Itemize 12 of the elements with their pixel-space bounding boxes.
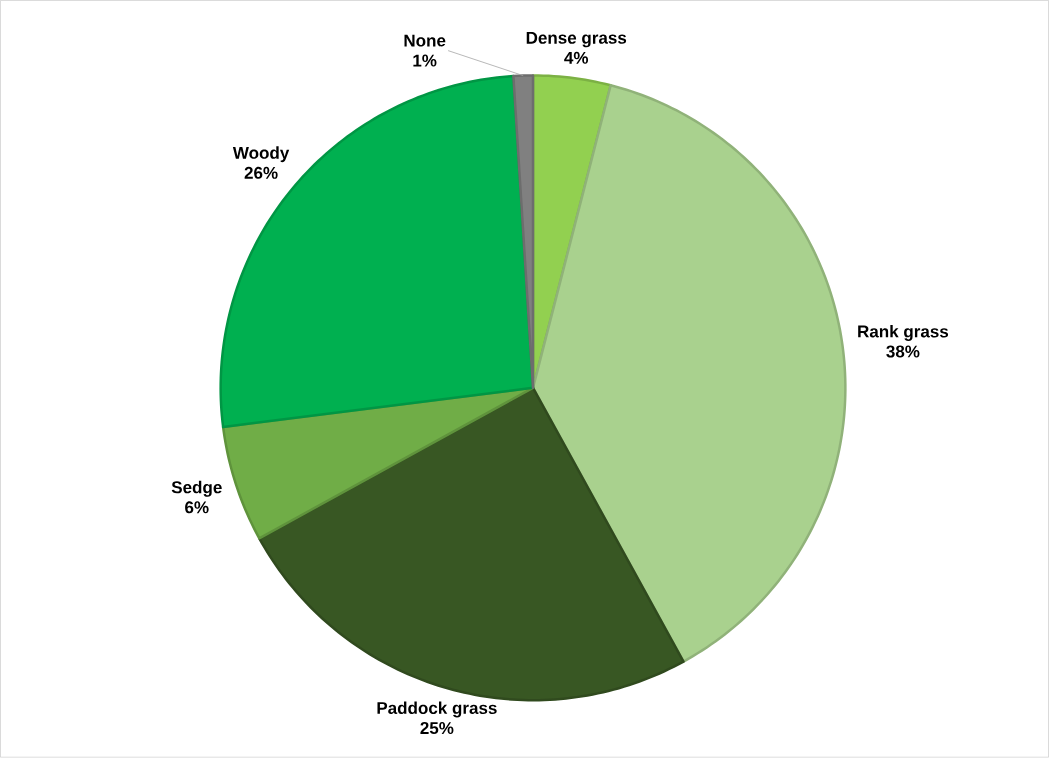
slice-label: None xyxy=(404,34,446,47)
data-label: 6% xyxy=(185,501,209,514)
slice-label: Rank grass xyxy=(858,325,949,342)
data-label: 26% xyxy=(244,166,278,180)
slice-label: Sedge xyxy=(171,481,222,497)
slice-label: Dense grass xyxy=(526,32,627,48)
data-label: 38% xyxy=(886,345,920,358)
slice-label: Paddock grass xyxy=(377,701,497,718)
data-label: 1% xyxy=(413,54,437,67)
data-label: 4% xyxy=(564,52,589,64)
data-label: 25% xyxy=(420,722,454,735)
slice-label: Woody xyxy=(232,146,290,163)
